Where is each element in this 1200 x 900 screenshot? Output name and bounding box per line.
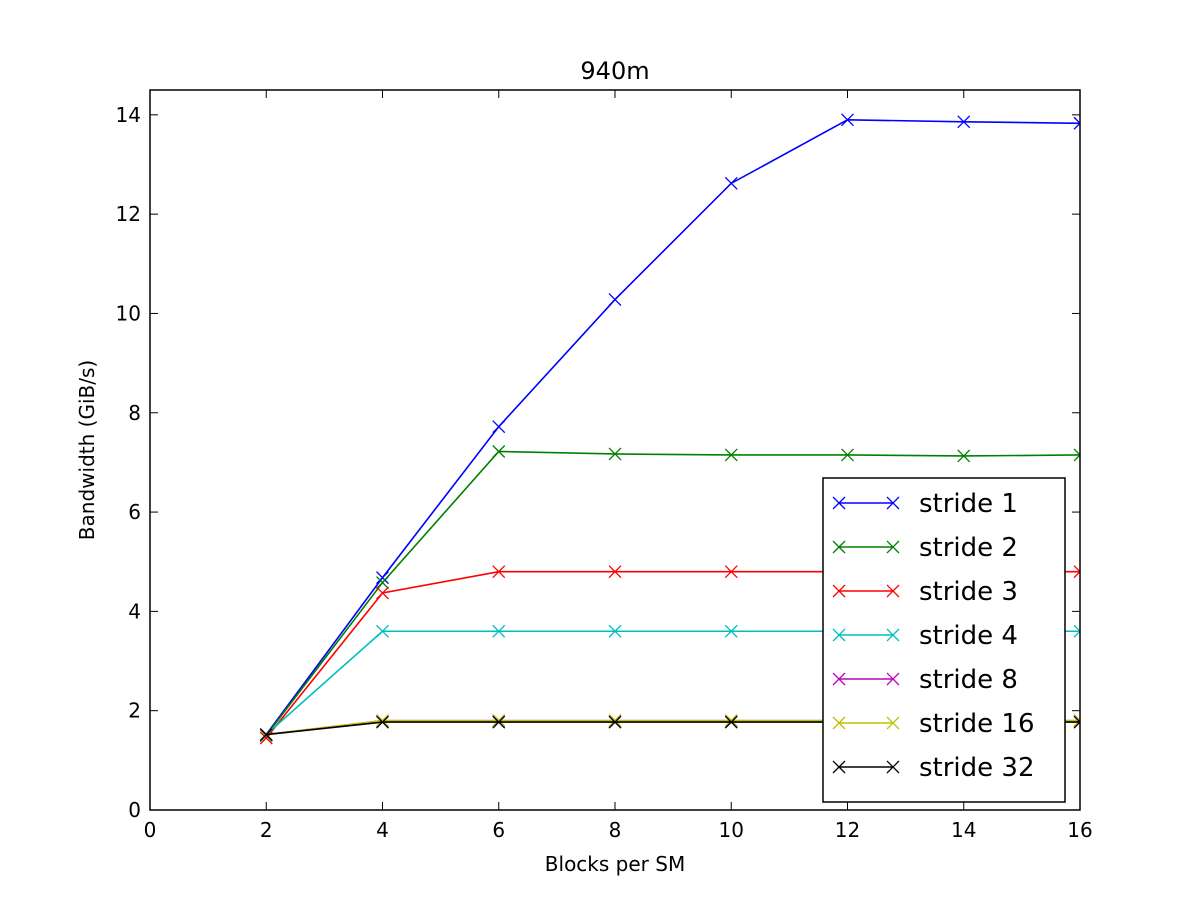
data-point [492,714,506,728]
data-point [608,624,622,638]
y-tick-label: 10 [116,301,141,325]
y-tick-label: 6 [128,500,141,524]
legend-marker [886,672,900,686]
x-tick-label: 12 [835,818,860,842]
data-point [376,576,389,590]
data-point [608,293,622,307]
data-point [1073,714,1080,728]
legend-marker [832,584,846,598]
legend-label: stride 2 [919,533,1018,563]
legend-marker [832,672,846,686]
x-tick-label: 6 [492,818,505,842]
data-point [608,715,622,729]
legend-marker [886,540,900,554]
data-point [957,115,971,129]
x-tick-label: 0 [144,818,157,842]
data-point [376,571,389,585]
legend-marker [886,716,900,730]
legend-marker [832,628,846,642]
data-point [1073,715,1080,729]
series-stride-2 [259,445,1080,742]
legend-marker [832,760,846,774]
legend-entry: stride 16 [832,709,1035,739]
data-point [724,715,738,729]
data-point [724,624,738,638]
legend-marker [886,760,900,774]
data-point [259,728,273,741]
series-stride-1 [259,113,1080,741]
y-tick-label: 2 [128,699,141,723]
legend-marker [832,540,846,554]
legend-entry: stride 2 [832,533,1018,563]
x-tick-label: 4 [376,818,389,842]
data-point [608,565,622,579]
data-point [376,586,389,600]
x-tick-label: 16 [1067,818,1092,842]
data-point [724,565,738,579]
legend-label: stride 3 [919,577,1018,607]
legend-marker [886,628,900,642]
legend-marker [886,496,900,510]
data-point [376,715,389,729]
data-point [724,448,738,462]
data-point [492,715,506,729]
legend-label: stride 1 [919,489,1018,519]
data-point [608,447,622,461]
data-point [492,420,506,434]
legend-entry: stride 4 [832,621,1018,651]
series-line [265,118,1080,735]
legend-marker [832,716,846,730]
legend-label: stride 16 [919,709,1035,739]
data-point [376,624,389,638]
data-point [724,714,738,728]
chart-title: 940m [580,57,649,85]
y-axis-title: Bandwidth (GiB/s) [75,360,99,540]
legend-marker [886,584,900,598]
legend: stride 1 stride 2 stride 3 stride 4 stride 8… [822,477,1066,803]
legend-label: stride 8 [919,665,1018,695]
data-point [376,714,389,728]
data-point [608,714,622,728]
data-point [841,113,854,127]
legend-label: stride 4 [919,621,1018,651]
data-point [957,449,971,463]
x-tick-label: 10 [719,818,744,842]
data-point [1073,624,1080,638]
x-tick-label: 8 [609,818,622,842]
legend-entry: stride 32 [832,753,1035,783]
data-point [492,445,506,458]
data-point [724,176,738,190]
y-tick-label: 14 [116,103,141,127]
data-point [1073,448,1080,462]
legend-label: stride 32 [919,753,1035,783]
y-tick-label: 0 [128,798,141,822]
x-tick-label: 2 [260,818,273,842]
x-axis-title: Blocks per SM [545,852,685,876]
data-point [492,624,506,638]
y-tick-label: 8 [128,401,141,425]
legend-entry: stride 3 [832,577,1018,607]
data-point [492,565,506,579]
legend-marker [832,496,846,510]
legend-box [822,477,1066,803]
legend-entry: stride 1 [832,489,1018,519]
y-tick-label: 12 [116,202,141,226]
data-point [1073,565,1080,579]
data-point [1073,116,1080,130]
x-tick-label: 14 [951,818,976,842]
y-tick-label: 4 [128,599,141,623]
series-line [265,450,1080,737]
data-point [841,448,854,462]
legend-entry: stride 8 [832,665,1018,695]
